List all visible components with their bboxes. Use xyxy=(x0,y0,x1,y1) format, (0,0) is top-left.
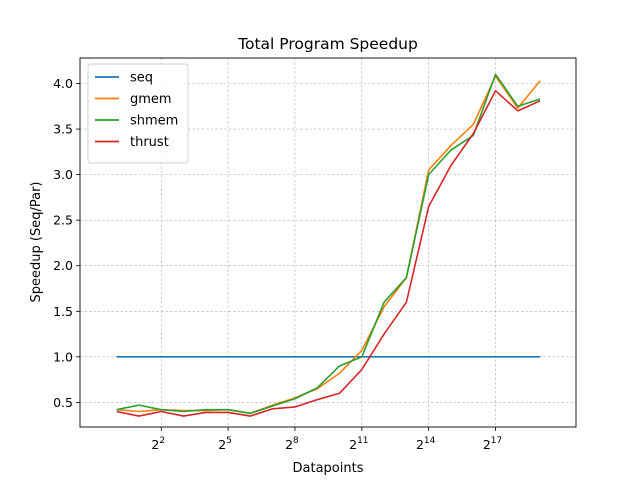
x-tick-label: 22 xyxy=(151,436,165,452)
y-tick-label: 1.5 xyxy=(53,304,73,319)
y-tick-label: 4.0 xyxy=(53,76,73,91)
x-tick-label-base: 2 xyxy=(285,437,293,452)
y-axis-label: Speedup (Seq/Par) xyxy=(29,182,44,303)
x-tick-label-exponent: 2 xyxy=(159,436,165,446)
legend-label-thrust: thrust xyxy=(130,135,169,150)
y-tick-label: 2.5 xyxy=(53,213,73,228)
x-tick-label: 217 xyxy=(483,436,502,452)
x-tick-label-exponent: 17 xyxy=(491,436,502,446)
x-tick-label-base: 2 xyxy=(218,437,226,452)
legend: seq gmem shmem thrust xyxy=(87,63,189,164)
chart-title: Total Program Speedup xyxy=(237,35,418,53)
x-tick-label: 25 xyxy=(218,436,232,452)
x-tick-label-exponent: 5 xyxy=(226,436,232,446)
series-lines xyxy=(116,73,541,417)
x-tick-label-exponent: 14 xyxy=(424,436,436,446)
y-axis-ticks: 0.5 1.0 1.5 2.0 2.5 3.0 3.5 4.0 xyxy=(53,76,80,410)
x-tick-label-base: 2 xyxy=(151,437,159,452)
y-tick-label: 2.0 xyxy=(53,258,73,273)
x-tick-label-exponent: 8 xyxy=(293,436,299,446)
series-line-thrust xyxy=(116,90,541,417)
x-axis-label: Datapoints xyxy=(293,461,364,476)
x-tick-label: 214 xyxy=(416,436,436,452)
x-tick-label-base: 2 xyxy=(416,437,424,452)
y-tick-label: 1.0 xyxy=(53,349,73,364)
plot-frame xyxy=(79,57,577,428)
legend-label-gmem: gmem xyxy=(130,92,172,107)
legend-label-seq: seq xyxy=(130,71,153,86)
y-tick-label: 3.5 xyxy=(53,122,73,137)
x-tick-label: 28 xyxy=(285,436,299,452)
x-axis-ticks: 22 25 28 211 214 217 xyxy=(151,427,502,452)
y-tick-label: 3.0 xyxy=(53,167,73,182)
legend-label-shmem: shmem xyxy=(130,114,178,129)
x-tick-label-base: 2 xyxy=(483,437,491,452)
x-tick-label: 211 xyxy=(349,436,368,452)
legend-box xyxy=(87,63,189,164)
y-tick-label: 0.5 xyxy=(53,395,73,410)
x-tick-label-exponent: 11 xyxy=(357,436,368,446)
x-tick-label-base: 2 xyxy=(349,437,357,452)
